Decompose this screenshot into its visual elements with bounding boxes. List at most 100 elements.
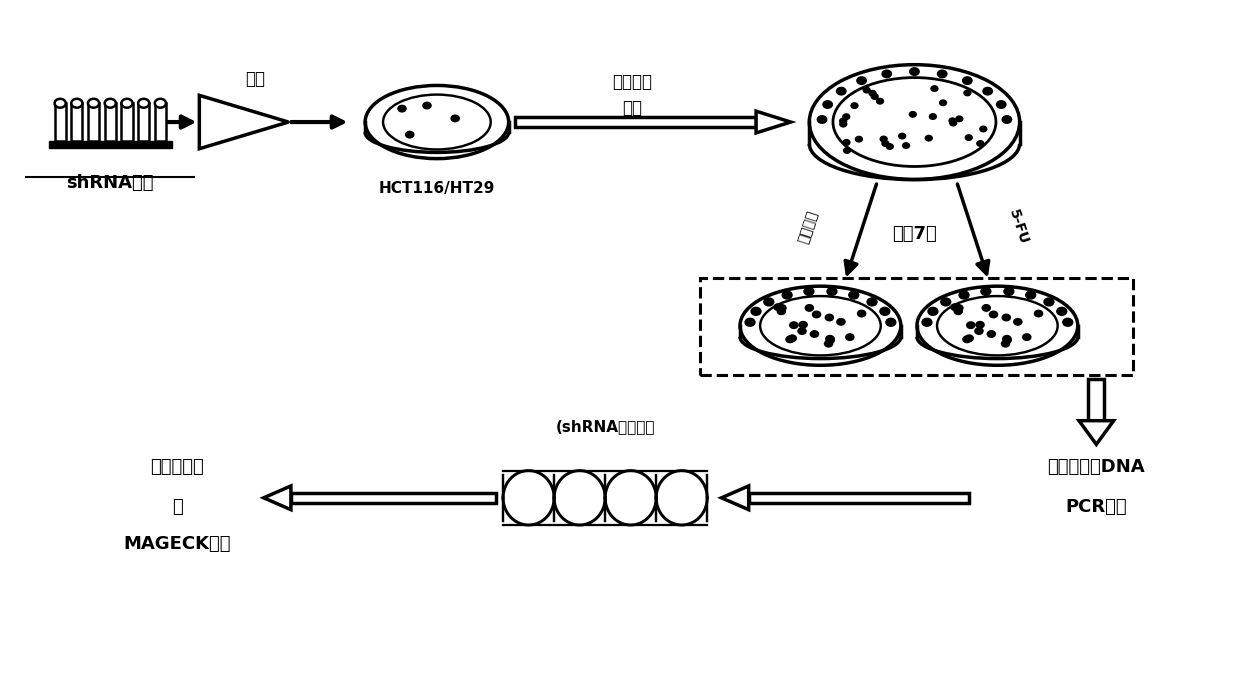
Circle shape [451, 115, 459, 122]
Circle shape [1063, 318, 1073, 326]
Circle shape [1034, 310, 1043, 317]
Circle shape [826, 314, 833, 321]
Circle shape [1003, 336, 1011, 342]
Circle shape [837, 88, 846, 95]
Circle shape [826, 337, 835, 343]
Circle shape [1044, 298, 1054, 306]
Circle shape [965, 335, 973, 341]
Circle shape [122, 99, 133, 108]
Circle shape [751, 307, 761, 316]
Bar [55, 104, 66, 141]
Circle shape [1023, 334, 1030, 341]
Polygon shape [756, 111, 791, 133]
Circle shape [954, 308, 962, 315]
Circle shape [745, 318, 755, 326]
Circle shape [928, 307, 937, 316]
Circle shape [810, 331, 818, 337]
Circle shape [903, 142, 909, 148]
Circle shape [967, 322, 975, 329]
Circle shape [817, 116, 827, 123]
Circle shape [856, 136, 862, 142]
Circle shape [777, 308, 785, 315]
Circle shape [777, 304, 786, 311]
Ellipse shape [810, 65, 1019, 179]
Circle shape [987, 331, 996, 337]
Text: 培养7天: 培养7天 [892, 224, 937, 243]
Circle shape [880, 136, 887, 142]
Polygon shape [749, 493, 968, 502]
Circle shape [825, 341, 833, 347]
Circle shape [955, 304, 963, 311]
Circle shape [71, 99, 82, 108]
Circle shape [909, 112, 916, 117]
Text: 阴性对照: 阴性对照 [796, 208, 820, 245]
Circle shape [930, 114, 936, 120]
Text: (shRNA混合物）: (shRNA混合物） [556, 420, 655, 434]
Text: 及: 及 [171, 498, 182, 516]
Circle shape [1002, 314, 1011, 321]
Circle shape [983, 88, 992, 95]
Circle shape [962, 77, 972, 84]
Circle shape [782, 291, 792, 299]
Text: HCT116/HT29: HCT116/HT29 [378, 181, 495, 197]
Circle shape [982, 304, 991, 311]
Polygon shape [722, 486, 749, 509]
Circle shape [923, 318, 932, 326]
Circle shape [981, 288, 991, 295]
Circle shape [941, 298, 951, 306]
Circle shape [976, 322, 985, 328]
Circle shape [887, 144, 893, 149]
Bar [88, 104, 99, 141]
Bar [50, 141, 171, 148]
Circle shape [1025, 291, 1035, 299]
Circle shape [398, 106, 405, 112]
Text: MAGECK分析: MAGECK分析 [123, 535, 231, 553]
Circle shape [823, 101, 832, 108]
Circle shape [951, 304, 959, 311]
Circle shape [867, 298, 877, 306]
Circle shape [790, 322, 799, 329]
Circle shape [899, 133, 905, 139]
Circle shape [799, 328, 806, 334]
Text: 5-FU: 5-FU [1006, 207, 1030, 246]
Circle shape [1002, 341, 1009, 347]
Circle shape [799, 322, 807, 328]
Circle shape [55, 99, 66, 108]
Bar [155, 104, 166, 141]
Circle shape [1003, 337, 1012, 343]
Text: 分离基因组DNA: 分离基因组DNA [1048, 458, 1146, 476]
Bar [104, 104, 115, 141]
Circle shape [423, 102, 432, 109]
Circle shape [937, 70, 947, 78]
Circle shape [872, 94, 878, 99]
Polygon shape [515, 117, 756, 127]
Polygon shape [264, 486, 291, 509]
Circle shape [858, 310, 866, 317]
Circle shape [839, 118, 847, 124]
Circle shape [997, 101, 1006, 108]
Polygon shape [1079, 420, 1114, 444]
Circle shape [959, 291, 968, 299]
Circle shape [827, 288, 837, 295]
Circle shape [1056, 307, 1066, 316]
Polygon shape [1089, 379, 1105, 420]
Circle shape [963, 90, 971, 96]
Circle shape [837, 318, 844, 325]
Circle shape [104, 99, 115, 108]
Text: 筛选: 筛选 [622, 99, 642, 117]
Circle shape [764, 298, 774, 306]
Ellipse shape [740, 286, 900, 366]
Circle shape [849, 291, 859, 299]
Bar [122, 104, 133, 141]
Circle shape [925, 136, 932, 141]
Circle shape [863, 88, 870, 93]
Text: 嘴呀霜素: 嘴呀霜素 [613, 74, 652, 92]
Bar [138, 104, 149, 141]
Circle shape [155, 99, 166, 108]
Circle shape [980, 126, 987, 132]
Circle shape [910, 68, 919, 75]
Circle shape [843, 148, 851, 154]
Circle shape [826, 336, 835, 342]
Circle shape [1014, 318, 1022, 325]
Circle shape [405, 131, 414, 138]
